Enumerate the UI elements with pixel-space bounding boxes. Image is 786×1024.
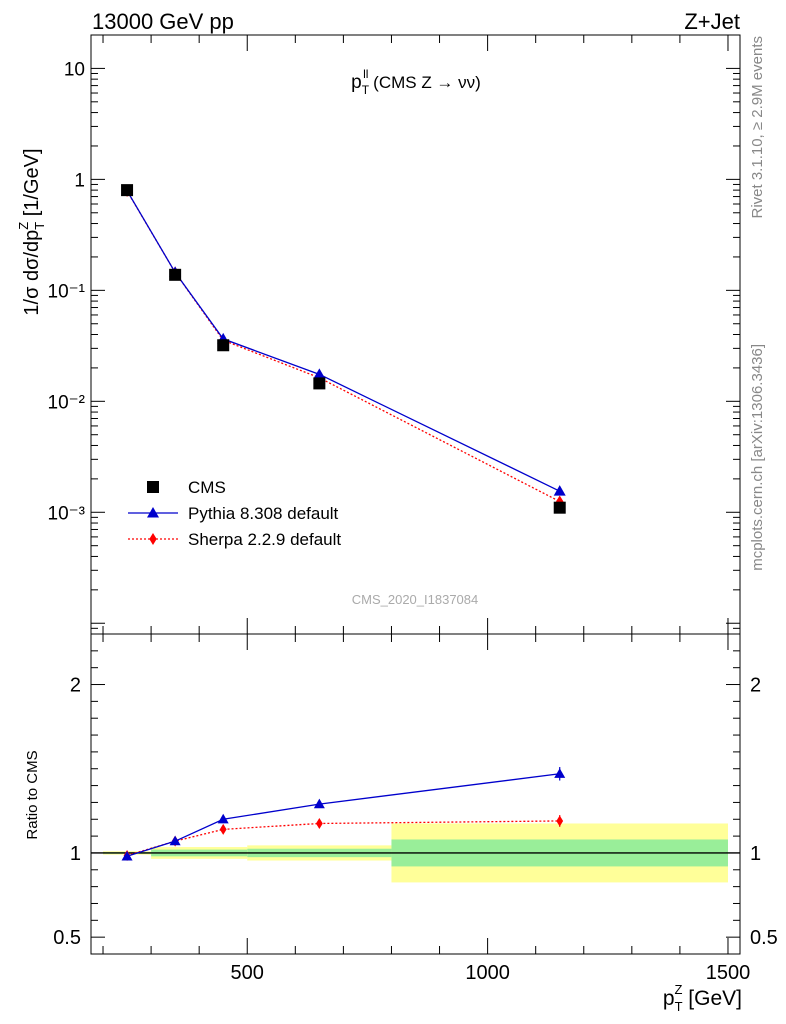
main-point-0 (121, 184, 134, 197)
rivet-label: Rivet 3.1.10, ≥ 2.9M events (749, 36, 766, 219)
main-ytick-label: 10 (64, 59, 85, 80)
ratio-point-0 (121, 850, 133, 861)
ratio-ytick-label-right: 0.5 (750, 927, 778, 949)
ratio-point-1 (556, 815, 564, 827)
main-point-0 (169, 268, 182, 281)
main-point-0 (313, 377, 326, 390)
ratio-point-0 (169, 835, 181, 846)
legend-marker (149, 533, 157, 545)
main-point-0 (553, 501, 566, 514)
legend-marker (147, 481, 159, 493)
main-ylabel: 1/σ dσ/dpTZ [1/GeV] (16, 148, 47, 315)
main-series-layer (121, 184, 566, 514)
main-point-1 (553, 485, 566, 496)
main-point-0 (217, 339, 230, 352)
ratio-point-0 (554, 768, 566, 778)
watermark: CMS_2020_I1837084 (352, 592, 479, 607)
main-ytick-label: 10⁻² (48, 392, 86, 413)
ratio-point-1 (219, 823, 227, 835)
main-point-1 (313, 368, 326, 379)
ratio-point-0 (313, 798, 325, 809)
ratio-ytick-label-right: 2 (750, 675, 761, 697)
xlabel-sup: Z (675, 982, 683, 997)
legend: CMS Pythia 8.308 default Sherpa 2.2.9 defa… (128, 478, 341, 549)
ratio-point-1 (315, 817, 323, 829)
header-right: Z+Jet (684, 9, 740, 34)
ratio-uncertainty-bands (91, 823, 740, 883)
main-title-rest: (CMS Z → νν) (368, 73, 480, 92)
main-title-main: p (351, 72, 362, 93)
main-title-sub: T (362, 83, 370, 97)
header-left: 13000 GeV pp (92, 9, 234, 34)
xlabel-main: p (663, 987, 675, 1010)
main-line-1 (126, 190, 561, 492)
main-ytick-label: 1 (74, 170, 85, 191)
mcplots-label: mcplots.cern.ch [arXiv:1306.3436] (749, 344, 766, 571)
main-title: pTll (CMS Z → νν) (351, 67, 481, 97)
main-ytick-label: 10⁻³ (48, 503, 86, 524)
ratio-axes: 500 1000 1500 2 2 1 1 0.5 0.5 (53, 35, 778, 984)
xlabel-post: [GeV] (682, 987, 742, 1010)
ratio-ytick-label: 2 (70, 675, 81, 697)
ratio-plot-frame (90, 633, 741, 955)
xtick-label: 500 (231, 962, 264, 984)
xlabel-sub: T (675, 999, 683, 1014)
main-ylabel-sub: T (32, 222, 47, 230)
main-ylabel-sup: Z (16, 222, 31, 230)
ratio-xlabel: pTZ [GeV] (663, 982, 742, 1014)
legend-label: Pythia 8.308 default (188, 504, 339, 523)
main-ytick-label: 10⁻¹ (48, 281, 86, 302)
ratio-ylabel: Ratio to CMS (24, 750, 41, 839)
ratio-ytick-label: 1 (70, 843, 81, 865)
main-ylabel-post: [1/GeV] (21, 148, 43, 221)
legend-label: CMS (188, 478, 226, 497)
main-line-2 (126, 190, 561, 503)
xtick-label: 1000 (465, 962, 510, 984)
ratio-ytick-label: 0.5 (53, 927, 81, 949)
xtick-label: 1500 (706, 962, 751, 984)
legend-marker (147, 507, 159, 518)
ratio-point-0 (217, 813, 229, 824)
main-ylabel-pre: 1/σ dσ/dp (21, 230, 43, 316)
main-title-sup: ll (363, 67, 368, 81)
legend-label: Sherpa 2.2.9 default (188, 530, 341, 549)
ratio-ytick-label-right: 1 (750, 843, 761, 865)
ratio-series-layer (121, 767, 566, 861)
main-y-axis: 10 1 10⁻¹ 10⁻² 10⁻³ (48, 34, 740, 635)
